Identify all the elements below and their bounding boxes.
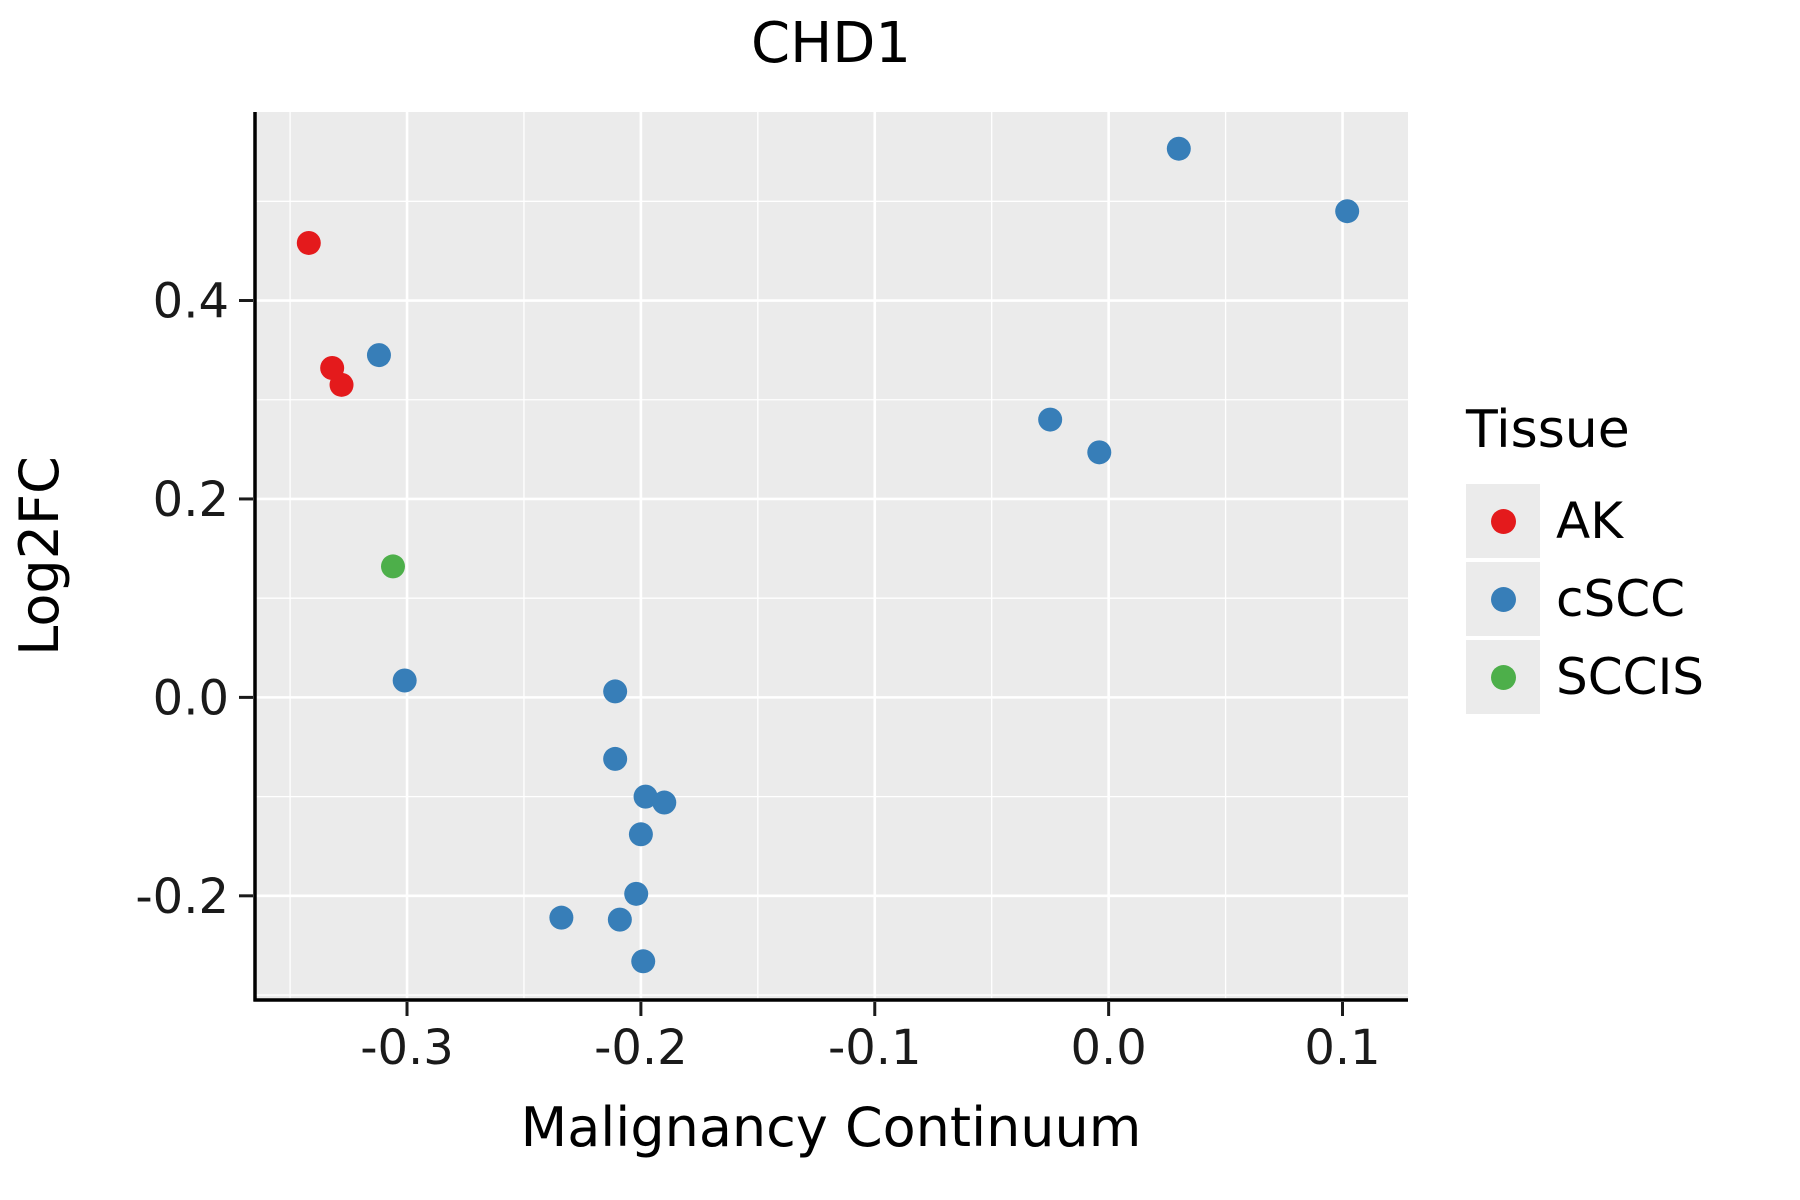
y-axis-label: Log2FC <box>8 456 71 656</box>
data-point-cscc <box>392 668 417 693</box>
legend-key <box>1466 484 1540 558</box>
sccis-point-icon <box>1490 664 1516 690</box>
data-point-cscc <box>366 343 391 368</box>
x-tick-label: -0.1 <box>828 1020 922 1076</box>
data-point-cscc <box>1166 136 1191 161</box>
legend: Tissue AK cSCC SCCIS <box>1466 400 1704 718</box>
x-tick-label: 0.0 <box>1070 1020 1146 1076</box>
legend-key <box>1466 562 1540 636</box>
legend-item-ak: AK <box>1466 484 1704 558</box>
y-tick-label: 0.2 <box>153 472 229 528</box>
plot-panel <box>255 112 1408 1000</box>
data-point-cscc <box>549 905 574 930</box>
data-point-cscc <box>624 881 649 906</box>
legend-item-cscc: cSCC <box>1466 562 1704 636</box>
ak-point-icon <box>1490 508 1516 534</box>
data-point-cscc <box>633 784 658 809</box>
legend-label-ak: AK <box>1556 492 1623 550</box>
data-point-cscc <box>603 679 628 704</box>
legend-title: Tissue <box>1466 400 1630 460</box>
data-point-cscc <box>603 746 628 771</box>
legend-key <box>1466 640 1540 714</box>
chart-layer: -0.3 -0.2 -0.1 0.0 0.1 -0.2 0.0 0.2 0.4 <box>135 112 1408 1076</box>
x-tick-label: 0.1 <box>1304 1020 1380 1076</box>
y-tick-label: 0.4 <box>153 274 229 330</box>
data-point-ak <box>296 230 321 255</box>
data-point-cscc <box>631 949 656 974</box>
chart-title: CHD1 <box>751 11 911 76</box>
y-tick-label: 0.0 <box>153 670 229 726</box>
data-point-cscc <box>607 907 632 932</box>
data-point-sccis <box>380 554 405 579</box>
data-point-cscc <box>1335 199 1360 224</box>
data-point-cscc <box>1087 440 1112 465</box>
y-tick-label: -0.2 <box>135 869 229 925</box>
x-tick-label: -0.2 <box>594 1020 688 1076</box>
data-point-cscc <box>628 822 653 847</box>
x-axis-label: Malignancy Continuum <box>521 1096 1142 1159</box>
data-point-cscc <box>652 790 677 815</box>
legend-label-cscc: cSCC <box>1556 570 1686 628</box>
data-point-ak <box>329 372 354 397</box>
cscc-point-icon <box>1490 586 1516 612</box>
legend-item-sccis: SCCIS <box>1466 640 1704 714</box>
data-point-cscc <box>1038 407 1063 432</box>
x-tick-label: -0.3 <box>360 1020 454 1076</box>
legend-label-sccis: SCCIS <box>1556 648 1705 706</box>
